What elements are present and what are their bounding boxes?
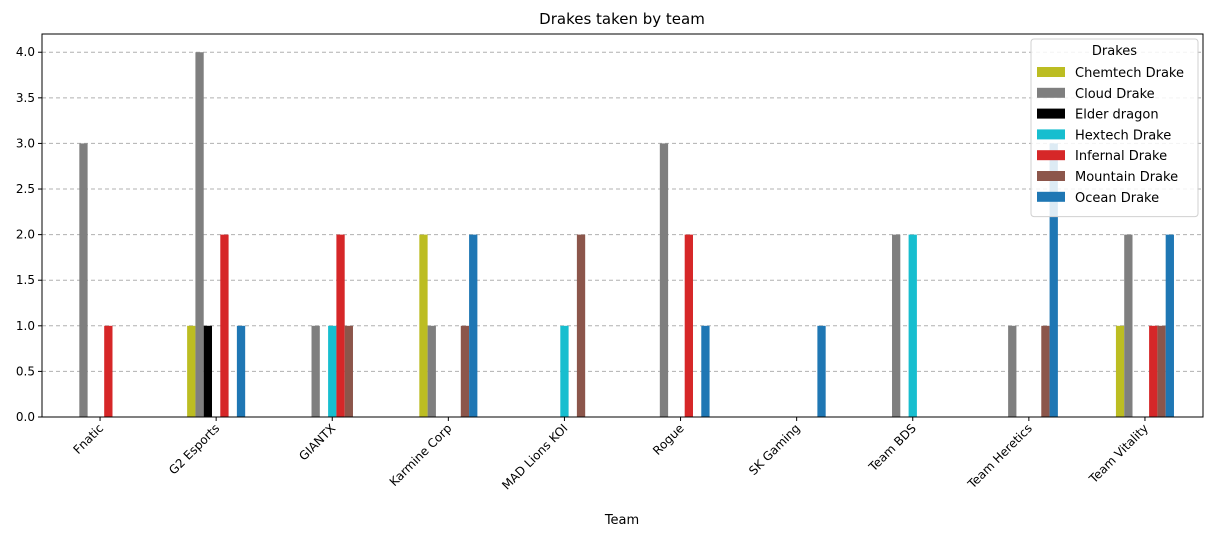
bar-ocean-drake-karmine-corp[interactable] xyxy=(469,234,478,417)
x-tick-label: Fnatic xyxy=(70,421,106,457)
x-tick-label: Karmine Corp xyxy=(387,421,455,489)
y-tick-label: 4.0 xyxy=(16,45,35,59)
legend-label: Cloud Drake xyxy=(1075,87,1155,102)
x-tick-label: MAD Lions KOI xyxy=(499,421,570,492)
legend-label: Infernal Drake xyxy=(1075,149,1167,164)
bar-infernal-drake-g2-esports[interactable] xyxy=(220,234,229,417)
bar-mountain-drake-giantx[interactable] xyxy=(344,325,353,417)
y-tick-label: 1.0 xyxy=(16,319,35,333)
bar-mountain-drake-team-heretics[interactable] xyxy=(1041,325,1050,417)
bar-ocean-drake-g2-esports[interactable] xyxy=(236,325,246,417)
legend[interactable]: Drakes Chemtech Drake Cloud Drake Elder dra… xyxy=(1030,38,1199,218)
bars xyxy=(79,52,1174,417)
legend-item[interactable]: Mountain Drake xyxy=(1037,170,1178,185)
bar-cloud-drake-rogue[interactable] xyxy=(659,143,669,417)
y-tick-label: 0.0 xyxy=(16,410,35,424)
y-axis: 0.0 0.5 1.0 1.5 2.0 2.5 3.0 3.5 4.0 xyxy=(16,45,42,424)
grid-lines xyxy=(42,51,1203,418)
legend-swatch xyxy=(1037,150,1065,161)
legend-item[interactable]: Infernal Drake xyxy=(1037,149,1167,164)
legend-item[interactable]: Ocean Drake xyxy=(1037,191,1159,206)
bar-ocean-drake-rogue[interactable] xyxy=(701,325,710,417)
legend-item[interactable]: Elder dragon xyxy=(1037,108,1159,123)
x-tick-label: Team BDS xyxy=(865,421,918,474)
legend-label: Elder dragon xyxy=(1075,108,1159,123)
y-tick-label: 3.0 xyxy=(16,136,35,150)
x-tick-label: G2 Esports xyxy=(166,421,222,477)
y-tick-label: 1.5 xyxy=(16,273,35,287)
x-tick-label: GIANTX xyxy=(296,421,338,463)
bar-chemtech-drake-karmine-corp[interactable] xyxy=(419,234,428,417)
bar-infernal-drake-team-vitality[interactable] xyxy=(1149,325,1158,417)
legend-item[interactable]: Chemtech Drake xyxy=(1037,66,1184,81)
bar-chemtech-drake-team-vitality[interactable] xyxy=(1115,325,1125,417)
bar-hextech-drake-team-bds[interactable] xyxy=(908,234,917,417)
legend-swatch xyxy=(1037,171,1065,181)
legend-swatch xyxy=(1037,108,1065,119)
legend-swatch xyxy=(1037,67,1065,77)
x-axis: Fnatic G2 Esports GIANTX Karmine Corp MAD Li… xyxy=(70,417,1151,493)
bar-ocean-drake-sk-gaming[interactable] xyxy=(817,325,826,417)
bar-infernal-drake-giantx[interactable] xyxy=(336,234,345,417)
bar-mountain-drake-karmine-corp[interactable] xyxy=(460,325,470,417)
x-tick-label: Team Heretics xyxy=(964,421,1035,492)
bar-chemtech-drake-g2-esports[interactable] xyxy=(187,325,196,417)
bar-cloud-drake-team-vitality[interactable] xyxy=(1124,234,1133,417)
bar-cloud-drake-fnatic[interactable] xyxy=(79,143,88,417)
bar-mountain-drake-mad-lions-koi[interactable] xyxy=(576,234,586,417)
legend-swatch xyxy=(1037,87,1065,98)
bar-cloud-drake-karmine-corp[interactable] xyxy=(427,325,436,417)
bar-cloud-drake-g2-esports[interactable] xyxy=(195,52,204,417)
bar-cloud-drake-team-heretics[interactable] xyxy=(1008,325,1017,417)
bar-cloud-drake-giantx[interactable] xyxy=(311,325,320,417)
bar-mountain-drake-team-vitality[interactable] xyxy=(1157,325,1166,417)
y-tick-label: 2.5 xyxy=(16,182,35,196)
bar-infernal-drake-rogue[interactable] xyxy=(684,234,693,417)
legend-label: Mountain Drake xyxy=(1075,170,1178,185)
bar-ocean-drake-team-vitality[interactable] xyxy=(1165,234,1174,417)
legend-label: Chemtech Drake xyxy=(1075,66,1184,81)
bar-infernal-drake-fnatic[interactable] xyxy=(104,325,113,417)
x-tick-label: Team Vitality xyxy=(1086,421,1151,486)
legend-swatch xyxy=(1037,129,1065,140)
legend-box xyxy=(1030,38,1199,218)
x-axis-label: Team xyxy=(604,513,639,528)
bar-elder-dragon-g2-esports[interactable] xyxy=(203,325,213,417)
x-tick-label: SK Gaming xyxy=(746,421,803,478)
y-tick-label: 2.0 xyxy=(16,228,35,242)
legend-title: Drakes xyxy=(1092,44,1137,59)
plot-frame xyxy=(41,33,1204,418)
bar-cloud-drake-team-bds[interactable] xyxy=(892,234,901,417)
y-tick-label: 0.5 xyxy=(16,364,35,378)
bar-hextech-drake-mad-lions-koi[interactable] xyxy=(560,325,569,417)
y-tick-label: 3.5 xyxy=(16,91,35,105)
legend-label: Hextech Drake xyxy=(1075,128,1171,143)
chart-title: Drakes taken by team xyxy=(539,10,705,28)
x-tick-label: Rogue xyxy=(650,421,687,458)
legend-swatch xyxy=(1037,191,1065,202)
legend-item[interactable]: Hextech Drake xyxy=(1037,128,1171,143)
legend-item[interactable]: Cloud Drake xyxy=(1037,87,1155,102)
bar-hextech-drake-giantx[interactable] xyxy=(328,325,337,417)
bar-ocean-drake-team-heretics[interactable] xyxy=(1049,143,1058,417)
legend-label: Ocean Drake xyxy=(1075,191,1159,206)
